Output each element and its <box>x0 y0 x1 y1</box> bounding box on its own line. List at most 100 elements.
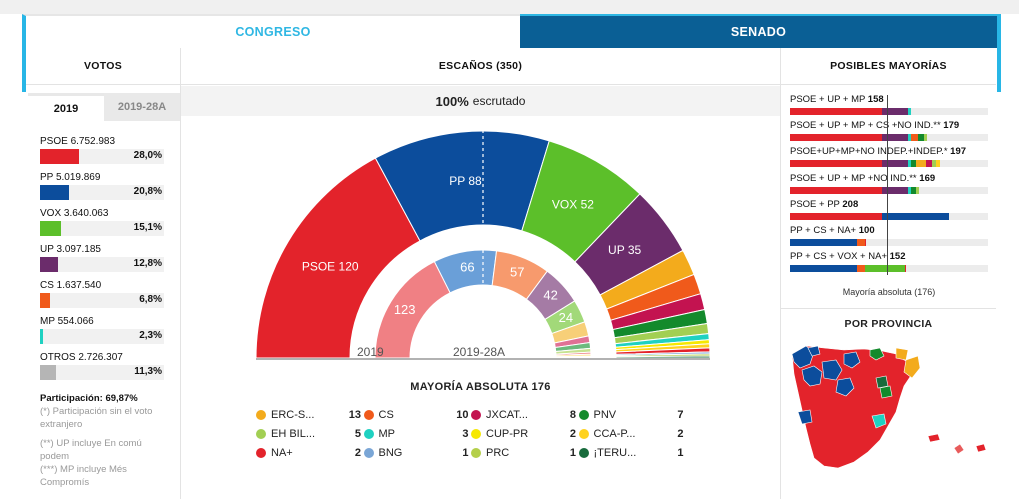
province-map[interactable] <box>784 340 996 480</box>
legend-swatch <box>471 428 481 439</box>
legend-party: MP <box>378 427 396 440</box>
coalition-segment <box>904 265 907 273</box>
coalition-bar <box>790 160 988 168</box>
legend-item: ¡TERU... 1 <box>578 447 687 459</box>
vote-percentage: 2,3% <box>139 330 162 341</box>
map-region <box>797 409 813 425</box>
coalition-row: PSOE + UP + MP 158 <box>790 93 988 119</box>
map-region <box>903 355 921 379</box>
coalition-segment <box>790 238 858 246</box>
legend-party: NA+ <box>271 446 293 459</box>
legend-item: CS 10 <box>363 409 472 421</box>
majorities-header: POSIBLES MAYORÍAS <box>830 60 947 72</box>
vote-party-label: PSOE 6.752.983 <box>40 136 116 147</box>
legend-party: CUP-PR <box>486 427 529 440</box>
coalition-segment <box>925 160 933 168</box>
legend-seats: 3 <box>462 427 469 440</box>
legend-row: ERC-S... 13 CS 10 JXCAT... 8 PNV 7 <box>256 405 686 424</box>
coalition-segment <box>908 160 911 168</box>
coalition-total: 100 <box>858 224 875 236</box>
map-region <box>807 345 821 357</box>
coalition-segment <box>932 160 936 168</box>
legend-seats: 5 <box>354 427 361 440</box>
coalition-row: PSOE + UP + MP + CS +NO IND.** 179 <box>790 119 988 145</box>
majority-value: 176 <box>531 381 551 393</box>
seat-label: UP 35 <box>608 243 641 257</box>
legend-swatch <box>363 428 374 439</box>
legend-swatch <box>471 447 481 458</box>
tab-2019-28a[interactable]: 2019-28A <box>104 93 180 121</box>
spain-map <box>791 345 987 469</box>
coalition-label: PSOE + PP 208 <box>790 198 988 212</box>
coalition-segment <box>857 265 865 273</box>
legend-seats: 2 <box>677 427 684 440</box>
legend-party: PRC <box>486 446 510 459</box>
coalition-segment <box>910 186 916 194</box>
coalition-segment <box>910 160 916 168</box>
coalition-segment <box>790 134 882 142</box>
coalition-bar <box>790 212 988 220</box>
majority-threshold-line <box>887 95 888 275</box>
map-region <box>895 347 909 361</box>
legend-swatch <box>363 447 374 458</box>
coalition-segment <box>790 265 858 273</box>
coalition-name: PSOE + UP + MP +NO IND.** <box>790 172 917 184</box>
vote-percentage: 6,8% <box>139 294 162 305</box>
coalition-segment <box>908 186 911 194</box>
seat-segment[interactable] <box>555 356 592 359</box>
coalition-row: PSOE + PP 208 <box>790 198 988 224</box>
vote-bar-track <box>40 293 164 308</box>
seat-label: VOX 52 <box>552 197 594 211</box>
coalition-row: PSOE + UP + MP +NO IND.** 169 <box>790 172 988 198</box>
coalition-bar <box>790 265 988 273</box>
legend-seats: 1 <box>462 446 469 459</box>
tab-2019[interactable]: 2019 <box>28 93 104 121</box>
legend-swatch <box>256 409 266 420</box>
coalition-bar <box>790 108 988 115</box>
coalition-bar <box>790 134 988 142</box>
legend-party: BNG <box>378 446 403 459</box>
legend-item: PRC 1 <box>471 447 579 459</box>
tab-senado[interactable]: SENADO <box>520 14 1001 48</box>
list-item: PP 5.019.869 20,8% <box>40 172 164 208</box>
coalition-segment <box>790 186 882 194</box>
coalition-segment <box>908 134 911 142</box>
seat-segment[interactable] <box>615 355 711 359</box>
tab-congreso[interactable]: CONGRESO <box>22 14 520 48</box>
legend-item: CUP-PR 2 <box>471 428 579 440</box>
map-region <box>843 351 861 369</box>
coalition-label: PSOE + UP + MP + CS +NO IND.** 179 <box>790 119 988 133</box>
seat-label: 42 <box>543 288 557 303</box>
coalition-segment <box>790 160 882 168</box>
coalition-label: PP + CS + VOX + NA+ 152 <box>790 250 988 264</box>
footnotes: Participación: 69,87% (*) Participación … <box>40 392 170 489</box>
majority-note: Mayoría absoluta (176) <box>842 287 936 297</box>
vote-bar <box>40 257 58 272</box>
year-tabs: 2019 2019-28A <box>28 93 180 121</box>
map-region <box>821 359 843 381</box>
coalition-segment <box>864 265 905 273</box>
legend-swatch <box>578 409 589 420</box>
coalition-total: 208 <box>842 198 859 210</box>
legend-item: EH BIL... 5 <box>256 428 364 440</box>
coalition-segment <box>857 238 865 246</box>
seat-segment[interactable] <box>255 157 421 359</box>
vote-percentage: 28,0% <box>133 150 162 161</box>
vote-percentage: 15,1% <box>133 222 162 233</box>
vote-bar-track <box>40 365 164 380</box>
legend-seats: 8 <box>569 408 576 421</box>
map-region <box>801 365 823 387</box>
vote-bar-track <box>40 257 164 272</box>
legend-party: ERC-S... <box>271 408 315 421</box>
coalitions-list: PSOE + UP + MP 158 PSOE + UP + MP + CS +… <box>790 93 988 276</box>
legend-swatch <box>578 428 589 439</box>
coalition-total: 152 <box>889 251 906 263</box>
legend-seats: 2 <box>569 427 576 440</box>
vote-bar <box>40 293 50 308</box>
vote-bar <box>40 365 56 380</box>
legend-row: EH BIL... 5 MP 3 CUP-PR 2 CCA-P... 2 <box>256 424 686 443</box>
coalition-bar <box>790 238 988 246</box>
map-region <box>791 345 815 369</box>
legend-seats: 13 <box>348 408 361 421</box>
